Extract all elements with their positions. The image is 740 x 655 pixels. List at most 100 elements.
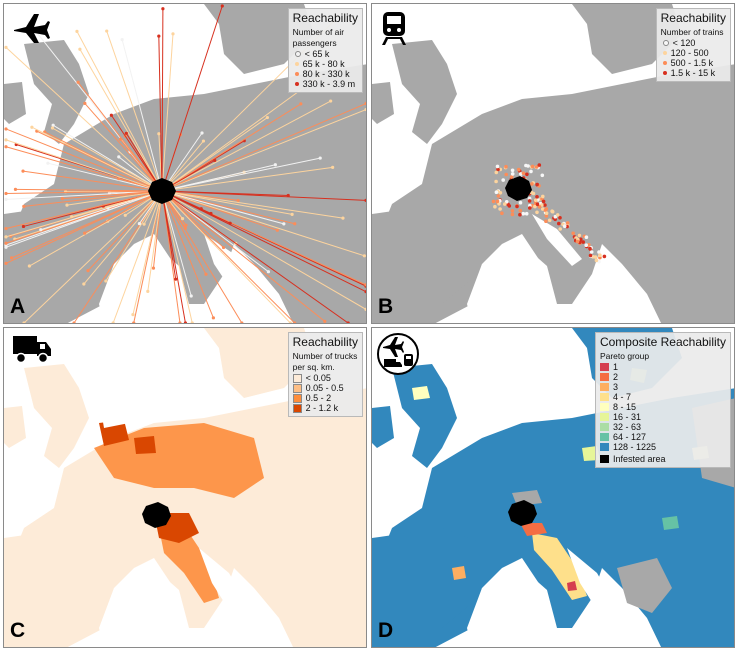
airport-point bbox=[151, 266, 156, 270]
legend-item-infested: Infested area bbox=[599, 454, 726, 464]
sea-north bbox=[94, 358, 204, 428]
flight-route bbox=[161, 103, 366, 192]
rail-station-point bbox=[541, 199, 546, 204]
airport-point bbox=[27, 264, 32, 268]
airport-point bbox=[286, 193, 290, 198]
rail-station-point bbox=[496, 167, 500, 172]
airport-point bbox=[323, 319, 327, 323]
legend-swatch bbox=[292, 373, 302, 383]
sea-a bbox=[94, 34, 249, 323]
legend-item: 80 k - 330 k bbox=[293, 69, 358, 79]
airport-point bbox=[4, 127, 8, 131]
flight-route bbox=[161, 190, 193, 323]
legend-subtitle-2: passengers bbox=[292, 38, 337, 48]
legend-swatch bbox=[294, 82, 299, 86]
sea-mediterranean bbox=[467, 568, 557, 647]
airport-point bbox=[65, 203, 69, 207]
airplane-icon bbox=[12, 10, 50, 49]
flight-route bbox=[161, 190, 293, 215]
rail-station-point bbox=[526, 164, 530, 168]
rail-station-point bbox=[544, 219, 548, 223]
airport-point bbox=[364, 307, 366, 311]
rail-station-point bbox=[575, 239, 580, 244]
region-balkans bbox=[617, 558, 672, 613]
rail-station-point bbox=[581, 240, 585, 244]
map-c bbox=[4, 328, 366, 647]
panel-letter: A bbox=[10, 295, 26, 318]
rail-station-point bbox=[530, 164, 535, 169]
airport-point bbox=[293, 321, 297, 323]
flight-route bbox=[161, 190, 224, 248]
rail-station-point bbox=[509, 175, 514, 179]
sea-adriatic bbox=[567, 548, 617, 618]
legend-item: 120 - 500 bbox=[661, 48, 726, 58]
sea-north bbox=[462, 358, 572, 428]
panel-letter: C bbox=[10, 619, 26, 642]
airport-point bbox=[4, 191, 8, 196]
airport-point bbox=[4, 235, 8, 239]
flight-route bbox=[84, 103, 163, 192]
airport-point bbox=[4, 45, 8, 50]
legend-title: Reachability bbox=[292, 11, 358, 25]
rail-station-point bbox=[577, 233, 582, 238]
landmass-iberia bbox=[4, 528, 124, 628]
rail-station-point bbox=[541, 207, 545, 211]
rail-station-point bbox=[518, 200, 523, 205]
flight-route bbox=[23, 190, 163, 323]
rail-station-point bbox=[530, 182, 534, 186]
rail-station-point bbox=[521, 211, 526, 216]
legend-item: < 120 bbox=[661, 38, 726, 48]
rail-station-point bbox=[510, 172, 515, 176]
flight-route bbox=[31, 126, 163, 192]
rail-station-point bbox=[579, 237, 583, 242]
rail-station-point bbox=[504, 172, 508, 177]
patch-scatter-4 bbox=[662, 516, 679, 530]
legend-swatch bbox=[662, 51, 667, 55]
panel-c-road-reachability: Reachability Number of trucks per sq. km… bbox=[3, 327, 367, 648]
airport-point bbox=[76, 80, 80, 84]
flight-route bbox=[121, 39, 163, 192]
flight-route bbox=[87, 190, 163, 271]
rail-station-point bbox=[504, 164, 508, 169]
airport-point bbox=[290, 212, 294, 216]
legend-swatch bbox=[599, 433, 609, 441]
airport-point bbox=[157, 34, 161, 38]
flight-route bbox=[105, 190, 163, 282]
rail-station-point bbox=[535, 210, 539, 215]
flight-route bbox=[161, 5, 223, 192]
airport-point bbox=[183, 321, 188, 323]
legend-item: 1.5 k - 15 k bbox=[661, 68, 726, 78]
flight-route bbox=[22, 170, 163, 192]
legend-swatch bbox=[294, 51, 301, 57]
legend-title: Reachability bbox=[660, 11, 726, 25]
airport-point bbox=[4, 261, 8, 265]
legend-swatch bbox=[599, 363, 609, 371]
rail-station-point bbox=[593, 255, 598, 259]
landmass-iberia bbox=[372, 528, 492, 628]
airport-point bbox=[266, 270, 270, 274]
legend-swatch bbox=[294, 62, 299, 66]
landmass-ireland bbox=[4, 82, 26, 124]
airport-point bbox=[131, 312, 135, 317]
landmass-uk bbox=[392, 364, 457, 468]
rail-station-point bbox=[518, 208, 523, 213]
airport-point bbox=[105, 29, 109, 33]
airport-point bbox=[221, 245, 226, 250]
flight-route bbox=[161, 8, 164, 192]
airport-point bbox=[78, 47, 82, 51]
rail-station-point bbox=[503, 202, 507, 206]
flight-route bbox=[66, 190, 163, 206]
flight-route bbox=[5, 190, 163, 238]
sea-mediterranean bbox=[467, 244, 557, 323]
legend-swatch bbox=[662, 40, 669, 46]
flight-route bbox=[158, 36, 163, 192]
rail-station-point bbox=[535, 202, 540, 207]
flight-route bbox=[5, 190, 163, 194]
airport-point bbox=[288, 321, 292, 323]
airport-point bbox=[72, 321, 76, 323]
rail-station-point bbox=[540, 173, 545, 178]
airport-point bbox=[4, 245, 8, 249]
panel-d-composite-reachability: Composite Reachability Pareto group 1 2 … bbox=[371, 327, 735, 648]
flight-route bbox=[161, 190, 349, 323]
rail-station-point bbox=[501, 178, 505, 182]
